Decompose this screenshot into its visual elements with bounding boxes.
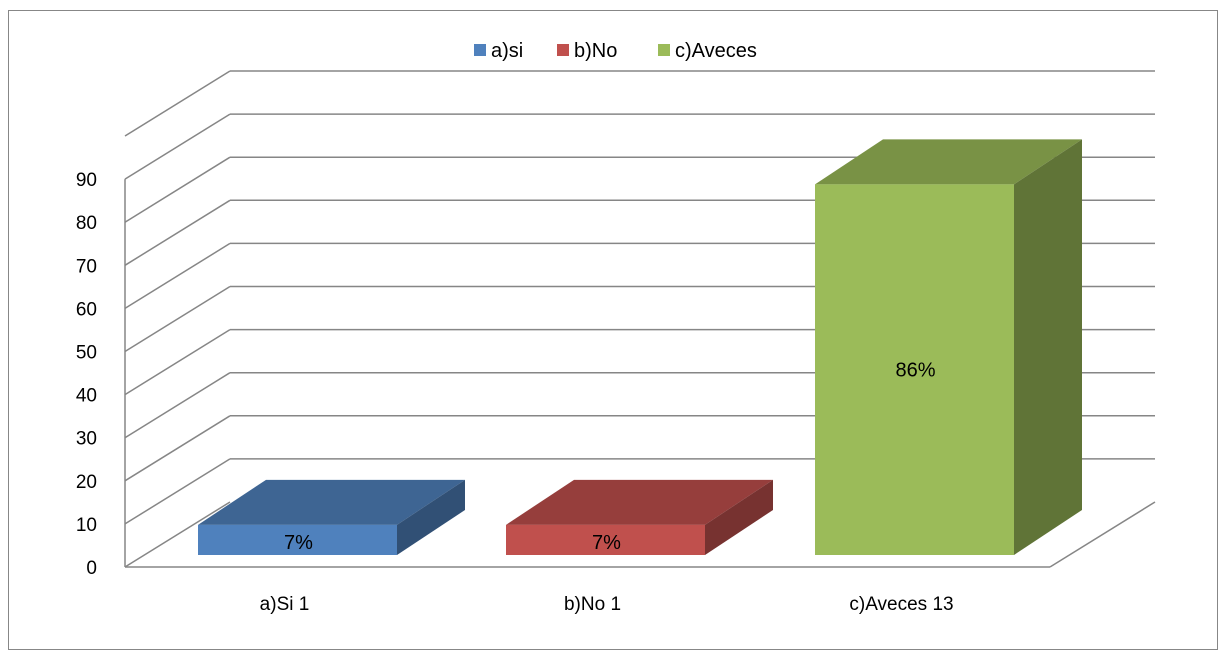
- x-category-label: a)Si 1: [260, 594, 310, 615]
- legend-label: a)si: [491, 40, 523, 62]
- gridline-side: [124, 199, 231, 266]
- y-tick-label: 90: [76, 170, 97, 191]
- legend[interactable]: a)si b)No c)Aveces: [474, 40, 757, 62]
- data-labels: 7% 7% 86%: [284, 360, 936, 554]
- bar-top-face: [506, 479, 773, 525]
- y-tick-label: 20: [76, 472, 97, 493]
- data-label: 7%: [592, 532, 621, 554]
- gridline-side: [124, 70, 231, 137]
- gridline-side: [124, 415, 231, 482]
- bar: [506, 524, 705, 555]
- y-tick-label: 80: [76, 213, 97, 234]
- bar-side-face: [397, 479, 465, 555]
- floor-right-edge: [1049, 501, 1156, 568]
- bar: [198, 524, 397, 555]
- y-tick-label: 40: [76, 386, 97, 407]
- bar-top-face: [198, 479, 465, 525]
- gridline-side: [124, 372, 231, 439]
- legend-item[interactable]: b)No: [557, 40, 617, 62]
- y-tick-label: 50: [76, 343, 97, 364]
- bar-side-face: [1014, 139, 1082, 555]
- legend-swatch: [474, 44, 486, 56]
- gridline-side: [124, 285, 231, 353]
- bars: [198, 139, 1082, 555]
- gridline-side: [124, 113, 231, 180]
- x-category-label: c)Aveces 13: [849, 594, 953, 615]
- bar-side-face: [705, 479, 773, 555]
- y-tick-label: 0: [86, 558, 97, 579]
- data-label: 86%: [895, 360, 935, 382]
- legend-swatch: [557, 44, 569, 56]
- bar-chart-3d: 0 10 20 30 40 50 60 70 80 90 7% 7% 86% a)Si 1 b)No 1…: [76, 40, 1156, 615]
- bar-top-face: [815, 139, 1082, 185]
- x-category-label: b)No 1: [564, 594, 621, 615]
- legend-item[interactable]: c)Aveces: [658, 40, 757, 62]
- floor-left-edge: [124, 501, 231, 568]
- bar: [815, 184, 1014, 555]
- axes: [124, 179, 1156, 568]
- legend-label: b)No: [574, 40, 617, 62]
- gridline-side: [124, 242, 231, 310]
- y-tick-label: 60: [76, 299, 97, 320]
- gridline-side: [124, 328, 231, 396]
- y-tick-label: 10: [76, 515, 97, 536]
- gridline-side: [124, 156, 231, 223]
- x-axis-categories: a)Si 1 b)No 1 c)Aveces 13: [260, 594, 954, 615]
- legend-label: c)Aveces: [675, 40, 757, 62]
- legend-item[interactable]: a)si: [474, 40, 523, 62]
- y-axis-ticks: 0 10 20 30 40 50 60 70 80 90: [76, 170, 97, 579]
- data-label: 7%: [284, 532, 313, 554]
- y-tick-label: 70: [76, 256, 97, 277]
- y-tick-label: 30: [76, 429, 97, 450]
- legend-swatch: [658, 44, 670, 56]
- gridline-side: [124, 458, 231, 525]
